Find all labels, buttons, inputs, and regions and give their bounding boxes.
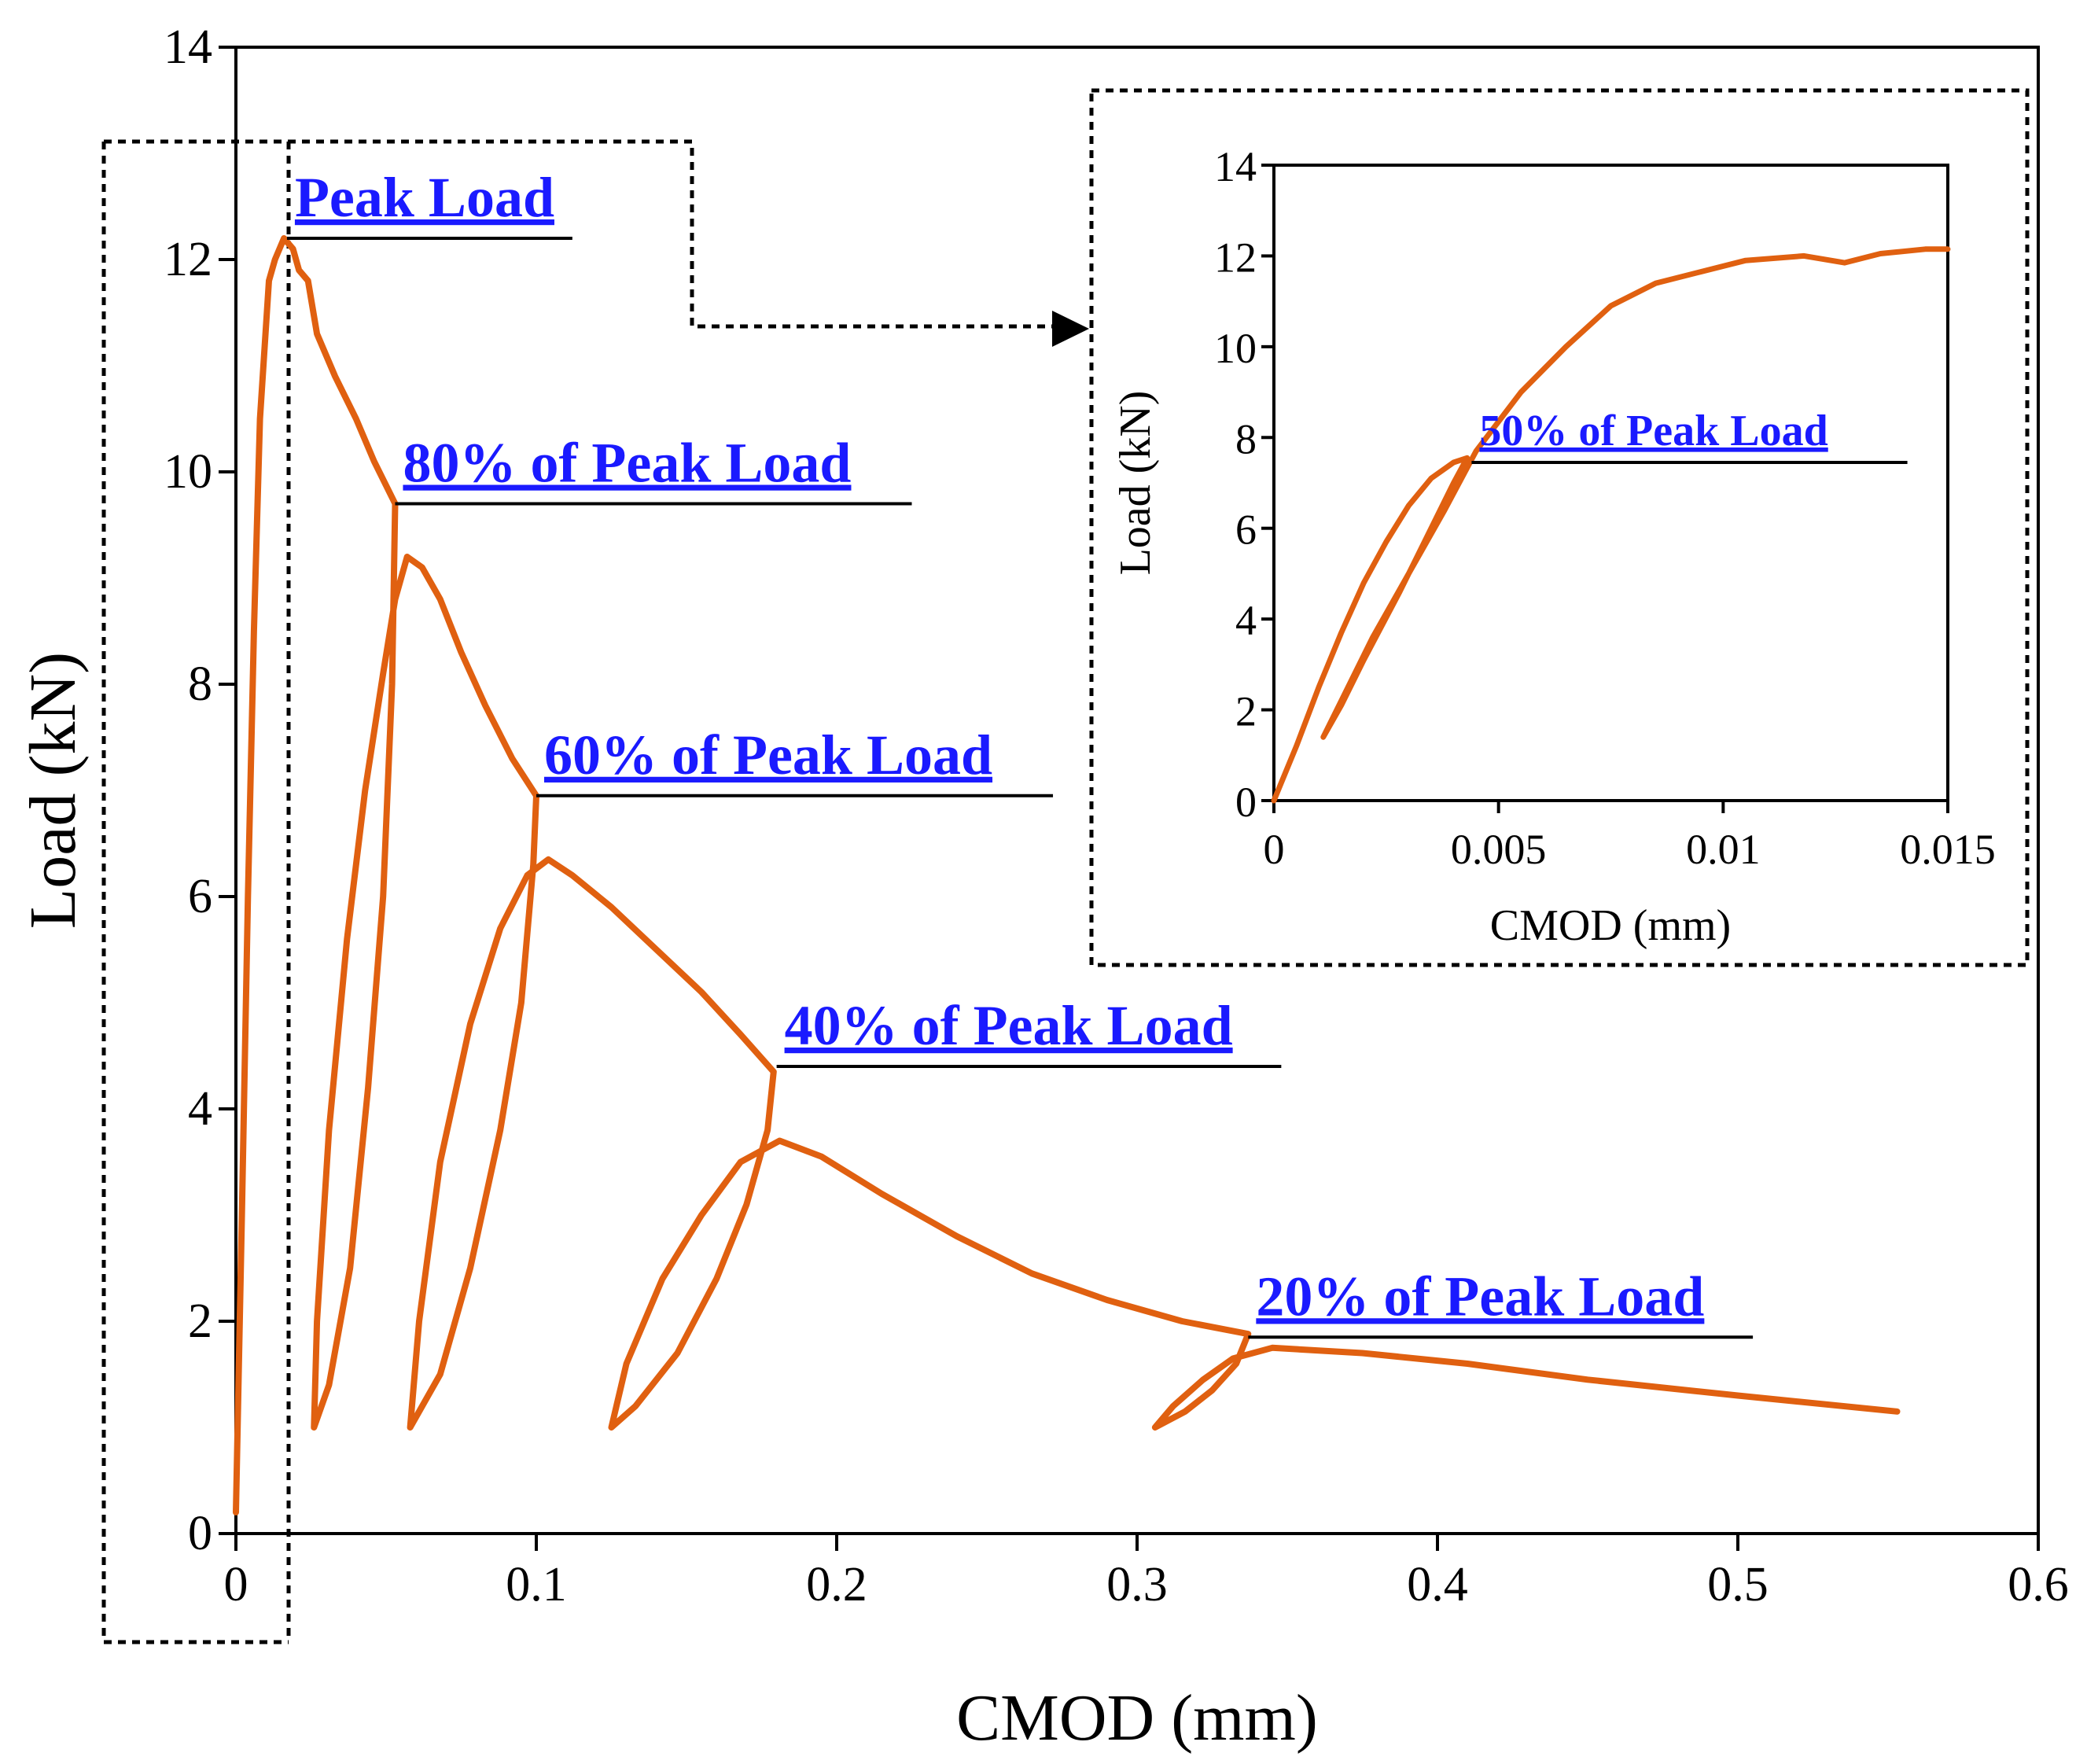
zoom-arrow-head-icon [1052, 311, 1089, 347]
main-y-axis-title: Load (kN) [17, 652, 90, 929]
main-series-line [233, 235, 1901, 1515]
main-y-tick-label: 0 [188, 1507, 212, 1560]
main-annotation-label: 80% of Peak Load [403, 432, 851, 495]
inset-x-tick-label: 0.015 [1900, 826, 1996, 873]
inset-annotation-label: 50% of Peak Load [1479, 407, 1828, 455]
inset-box-outline [1089, 88, 2030, 967]
main-y-tick-label: 10 [164, 445, 212, 499]
main-annotation-label: 40% of Peak Load [785, 994, 1233, 1057]
inset-annotations: 50% of Peak Load [1471, 407, 1908, 465]
inset-y-tick-label: 4 [1235, 597, 1257, 644]
main-x-tick-label: 0.3 [1106, 1558, 1168, 1611]
inset-y-tick-label: 14 [1214, 143, 1257, 190]
inset-y-axis-title: Load (kN) [1111, 391, 1160, 576]
main-x-axis-title: CMOD (mm) [956, 1681, 1318, 1755]
main-x-tick-label: 0 [224, 1558, 248, 1611]
main-annotation-label: 60% of Peak Load [544, 724, 992, 786]
zoom-region-outline [101, 139, 1054, 1644]
main-y-tick-label: 4 [188, 1082, 212, 1136]
main-y-ticks: 0 2 4 6 8 10 12 14 [164, 20, 236, 1560]
inset-y-tick-label: 0 [1235, 779, 1257, 826]
main-y-tick-label: 12 [164, 233, 212, 286]
main-y-tick-label: 8 [188, 657, 212, 711]
main-x-tick-label: 0.1 [506, 1558, 567, 1611]
main-annotations: Peak Load 80% of Peak Load 60% of Peak Loa… [286, 166, 1754, 1339]
inset-x-tick-label: 0.01 [1686, 826, 1761, 873]
inset-y-tick-label: 2 [1235, 688, 1257, 735]
main-y-tick-label: 14 [164, 20, 212, 74]
inset-x-tick-label: 0.005 [1451, 826, 1547, 873]
inset-plot-frame [1272, 164, 1949, 802]
inset-x-ticks: 0 0.005 0.01 0.015 [1264, 801, 1996, 873]
inset-y-tick-label: 10 [1214, 325, 1257, 372]
inset-x-tick-label: 0 [1264, 826, 1285, 873]
main-y-tick-label: 2 [188, 1294, 212, 1348]
inset-y-ticks: 0 2 4 6 8 10 12 14 [1214, 143, 1274, 826]
inset-y-tick-label: 8 [1235, 415, 1257, 462]
inset-y-tick-label: 12 [1214, 234, 1257, 281]
inset-curve-layer [1271, 246, 1951, 804]
main-x-tick-label: 0.6 [2008, 1558, 2069, 1611]
main-x-tick-label: 0.5 [1707, 1558, 1769, 1611]
inset-y-tick-label: 6 [1235, 506, 1257, 554]
main-annotation-label: 20% of Peak Load [1256, 1265, 1704, 1328]
main-x-ticks: 0 0.1 0.2 0.3 0.4 0.5 0.6 [224, 1534, 2069, 1611]
inset-x-axis-title: CMOD (mm) [1490, 901, 1731, 950]
main-curve-layer [233, 235, 1901, 1515]
main-y-tick-label: 6 [188, 870, 212, 923]
inset-series-line [1271, 246, 1951, 804]
main-annotation-label: Peak Load [295, 166, 554, 229]
main-x-tick-label: 0.2 [806, 1558, 867, 1611]
main-x-tick-label: 0.4 [1407, 1558, 1468, 1611]
